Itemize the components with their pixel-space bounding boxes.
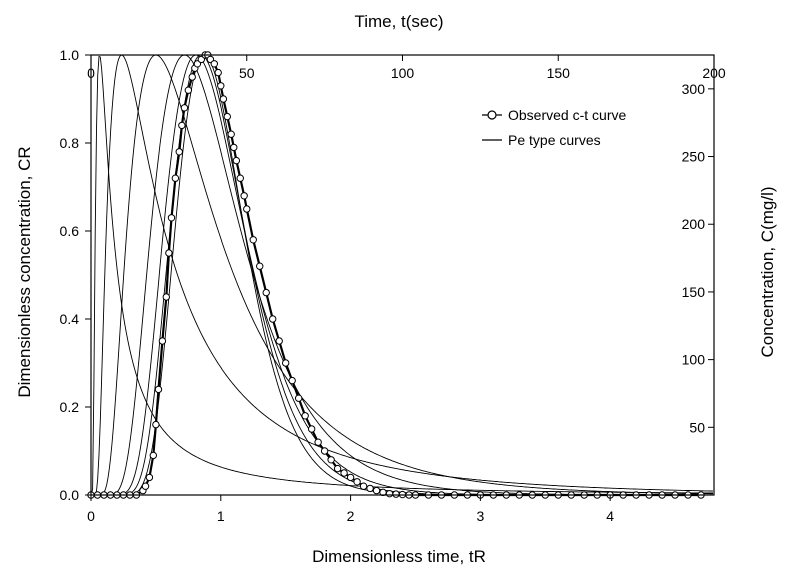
observed-point (227, 130, 235, 138)
y2-tick-label: 200 (682, 216, 706, 232)
observed-point (158, 337, 167, 345)
observed-point (256, 262, 264, 270)
y2-tick-label: 300 (682, 81, 706, 97)
y-tick-label: 0.2 (60, 399, 80, 415)
observed-point (219, 95, 228, 103)
observed-point (154, 385, 163, 394)
y2-tick-label: 150 (682, 284, 706, 300)
observed-point (210, 60, 219, 68)
x-tick-label: 3 (476, 508, 484, 524)
y2-tick-label: 50 (689, 419, 705, 435)
observed-point (149, 451, 158, 460)
observed-point (314, 438, 322, 446)
observed-point (141, 482, 150, 490)
observed-point (346, 473, 355, 482)
observed-point (392, 490, 400, 498)
x-tick-label: 0 (87, 508, 95, 524)
x2-tick-label: 100 (391, 65, 415, 81)
observed-point (320, 447, 329, 455)
x-tick-label: 1 (217, 508, 225, 524)
y-tick-label: 0.6 (60, 223, 80, 239)
observed-point (217, 82, 225, 90)
observed-point (353, 478, 361, 486)
legend: Observed c-t curve Pe type curves (482, 107, 626, 148)
observed-point (236, 174, 244, 182)
observed-point (171, 174, 180, 182)
observed-point (165, 249, 173, 257)
type-curve-line (91, 54, 714, 496)
observed-point (184, 86, 193, 94)
observed-point (372, 486, 381, 495)
observed-point (301, 412, 309, 420)
observed-point (167, 214, 176, 222)
observed-point (294, 394, 303, 402)
legend-observed-label: Observed c-t curve (508, 107, 626, 123)
y-tick-label: 1.0 (60, 47, 80, 63)
y-tick-label: 0.0 (60, 487, 80, 503)
legend-observed-marker (487, 110, 497, 120)
observed-point (340, 469, 348, 477)
y2-tick-label: 100 (682, 352, 706, 368)
x2-tick-label: 50 (239, 65, 255, 81)
observed-point (175, 148, 183, 156)
y2-axis-label: Concentration, C(mg/l) (758, 186, 777, 357)
observed-point (178, 121, 186, 130)
observed-point (214, 68, 222, 77)
observed-point (288, 376, 296, 385)
observed-point (262, 288, 270, 297)
y-tick-label: 0.4 (60, 311, 80, 327)
y-axis-label: Dimensionless concentration, CR (15, 146, 34, 397)
observed-point (180, 104, 189, 112)
observed-point (327, 456, 335, 464)
observed-point (333, 464, 342, 473)
ticks-layer: 0 1 2 3 4 0.0 0.2 0.4 0.6 0.8 1.0 0 50 100 150 200 50 100… (60, 47, 726, 524)
legend-type-curves-label: Pe type curves (508, 132, 601, 148)
observed-point (230, 143, 238, 152)
observed-point (162, 293, 170, 301)
observed-point (240, 192, 248, 200)
observed-point (188, 73, 196, 81)
observed-point (385, 489, 394, 498)
observed-point (223, 112, 231, 121)
observed-point (243, 205, 251, 213)
y-tick-label: 0.8 (60, 135, 80, 151)
x-axis-label: Dimensionless time, tR (312, 547, 486, 566)
observed-point (269, 315, 277, 323)
observed-point (275, 337, 283, 345)
observed-point (145, 473, 154, 482)
observed-point (366, 484, 374, 493)
x2-tick-label: 200 (702, 65, 726, 81)
observed-point (281, 359, 290, 367)
x2-tick-label: 150 (547, 65, 571, 81)
observed-point (232, 156, 241, 165)
x2-tick-label: 0 (87, 65, 95, 81)
x-tick-label: 2 (347, 508, 355, 524)
x-tick-label: 4 (606, 508, 614, 524)
observed-point (307, 425, 316, 433)
observed-point (359, 482, 368, 490)
observed-point (152, 420, 160, 429)
observed-point (249, 236, 257, 244)
y2-tick-label: 250 (682, 149, 706, 165)
chart-title: Time, t(sec) (354, 12, 443, 31)
